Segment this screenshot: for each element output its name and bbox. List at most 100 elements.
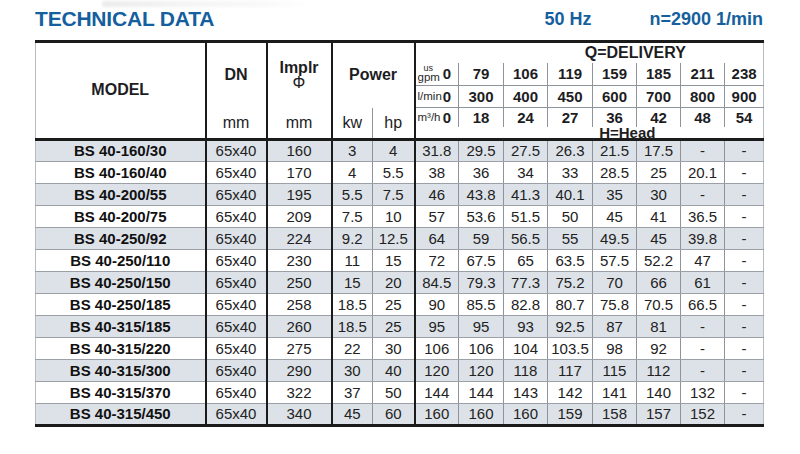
head-value-cell: - xyxy=(725,271,764,293)
head-value-cell: 49.5 xyxy=(593,227,637,249)
technical-data-table: MODEL DN Implr Φ Power Q=DELIVERY us gpm… xyxy=(35,40,764,427)
head-value-cell: - xyxy=(725,315,764,337)
head-value-cell: 27.5 xyxy=(504,139,548,161)
delivery-value: 450 xyxy=(548,86,593,108)
head-value-cell: 36 xyxy=(459,161,504,183)
head-value-cell: 98 xyxy=(593,337,637,359)
head-value-cell: 41 xyxy=(637,205,681,227)
head-value-cell: 112 xyxy=(637,359,681,381)
head-value-cell: 95 xyxy=(415,315,459,337)
delivery-unit-gpm: us gpm 0 xyxy=(415,63,459,86)
implr-cell: 170 xyxy=(267,161,332,183)
speed-label: n=2900 1/min xyxy=(649,9,763,30)
head-value-cell: 34 xyxy=(504,161,548,183)
head-value-cell: 160 xyxy=(504,403,548,425)
dn-cell: 65x40 xyxy=(206,227,267,249)
head-value-cell: 132 xyxy=(681,381,725,403)
head-value-cell: 39.8 xyxy=(681,227,725,249)
head-value-cell: 120 xyxy=(459,359,504,381)
head-value-cell: 103.5 xyxy=(548,337,593,359)
table-row: BS 40-315/18565x4026018.52595959392.5878… xyxy=(36,315,764,337)
implr-cell: 260 xyxy=(267,315,332,337)
head-value-cell: 81 xyxy=(637,315,681,337)
head-value-cell: 26.3 xyxy=(548,139,593,161)
implr-cell: 290 xyxy=(267,359,332,381)
head-value-cell: - xyxy=(725,161,764,183)
head-value-cell: 43.8 xyxy=(459,183,504,205)
kw-cell: 11 xyxy=(332,249,373,271)
head-value-cell: - xyxy=(725,227,764,249)
head-value-cell: - xyxy=(725,403,764,425)
head-value-cell: - xyxy=(725,183,764,205)
kw-cell: 3 xyxy=(332,139,373,161)
table-row: BS 40-315/37065x403223750144144143142141… xyxy=(36,381,764,403)
implr-cell: 195 xyxy=(267,183,332,205)
dn-cell: 65x40 xyxy=(206,271,267,293)
head-value-cell: - xyxy=(725,205,764,227)
model-cell: BS 40-315/185 xyxy=(36,315,206,337)
model-cell: BS 40-315/220 xyxy=(36,337,206,359)
head-value-cell: 79.3 xyxy=(459,271,504,293)
table-row: BS 40-160/3065x401603431.829.527.526.321… xyxy=(36,139,764,161)
hp-cell: 40 xyxy=(373,359,415,381)
table-row: BS 40-200/5565x401955.57.54643.841.340.1… xyxy=(36,183,764,205)
head-value-cell: 82.8 xyxy=(504,293,548,315)
kw-cell: 9.2 xyxy=(332,227,373,249)
header-model: MODEL xyxy=(36,42,206,140)
hp-cell: 30 xyxy=(373,337,415,359)
head-value-cell: 140 xyxy=(637,381,681,403)
head-value-cell: - xyxy=(725,139,764,161)
table-row: BS 40-315/45065x403404560160160160159158… xyxy=(36,403,764,425)
head-value-cell: 55 xyxy=(548,227,593,249)
head-value-cell: 85.5 xyxy=(459,293,504,315)
kw-cell: 5.5 xyxy=(332,183,373,205)
head-value-cell: - xyxy=(681,337,725,359)
hp-cell: 50 xyxy=(373,381,415,403)
implr-cell: 250 xyxy=(267,271,332,293)
implr-cell: 258 xyxy=(267,293,332,315)
head-value-cell: 45 xyxy=(637,227,681,249)
header-kw: kw xyxy=(332,108,373,140)
head-value-cell: 70.5 xyxy=(637,293,681,315)
head-value-cell: 115 xyxy=(593,359,637,381)
kw-cell: 4 xyxy=(332,161,373,183)
head-value-cell: 159 xyxy=(548,403,593,425)
m3h-zero: 0 xyxy=(443,109,451,126)
head-value-cell: 144 xyxy=(415,381,459,403)
header-implr-unit: mm xyxy=(267,108,332,140)
table-body: BS 40-160/3065x401603431.829.527.526.321… xyxy=(36,139,764,425)
hp-cell: 12.5 xyxy=(373,227,415,249)
head-value-cell: 25 xyxy=(637,161,681,183)
delivery-value: 211 xyxy=(681,63,725,86)
head-value-cell: - xyxy=(725,293,764,315)
model-cell: BS 40-200/75 xyxy=(36,205,206,227)
dn-cell: 65x40 xyxy=(206,139,267,161)
head-value-cell: 142 xyxy=(548,381,593,403)
head-value-cell: 144 xyxy=(459,381,504,403)
head-value-cell: 117 xyxy=(548,359,593,381)
head-value-cell: 67.5 xyxy=(459,249,504,271)
table-row: BS 40-250/11065x4023011157267.56563.557.… xyxy=(36,249,764,271)
head-value-cell: - xyxy=(681,183,725,205)
head-value-cell: 70 xyxy=(593,271,637,293)
gpm-zero: 0 xyxy=(443,65,451,82)
head-value-cell: 75.8 xyxy=(593,293,637,315)
table-row: BS 40-315/30065x402903040120120118117115… xyxy=(36,359,764,381)
delivery-value: 24 xyxy=(504,108,548,127)
head-value-cell: 95 xyxy=(459,315,504,337)
delivery-unit-m3h: m³/h 0 xyxy=(415,108,459,127)
head-value-cell: 72 xyxy=(415,249,459,271)
dn-cell: 65x40 xyxy=(206,403,267,425)
technical-data-page: { "page": { "title": "TECHNICAL DATA", "… xyxy=(0,0,800,454)
hp-cell: 10 xyxy=(373,205,415,227)
header-q-delivery: Q=DELIVERY xyxy=(415,42,764,63)
head-value-cell: 106 xyxy=(459,337,504,359)
page-title: TECHNICAL DATA xyxy=(35,7,214,31)
head-value-cell: 29.5 xyxy=(459,139,504,161)
implr-cell: 230 xyxy=(267,249,332,271)
dn-cell: 65x40 xyxy=(206,315,267,337)
head-value-cell: - xyxy=(725,249,764,271)
head-value-cell: 104 xyxy=(504,337,548,359)
delivery-value: 54 xyxy=(725,108,764,127)
kw-cell: 30 xyxy=(332,359,373,381)
